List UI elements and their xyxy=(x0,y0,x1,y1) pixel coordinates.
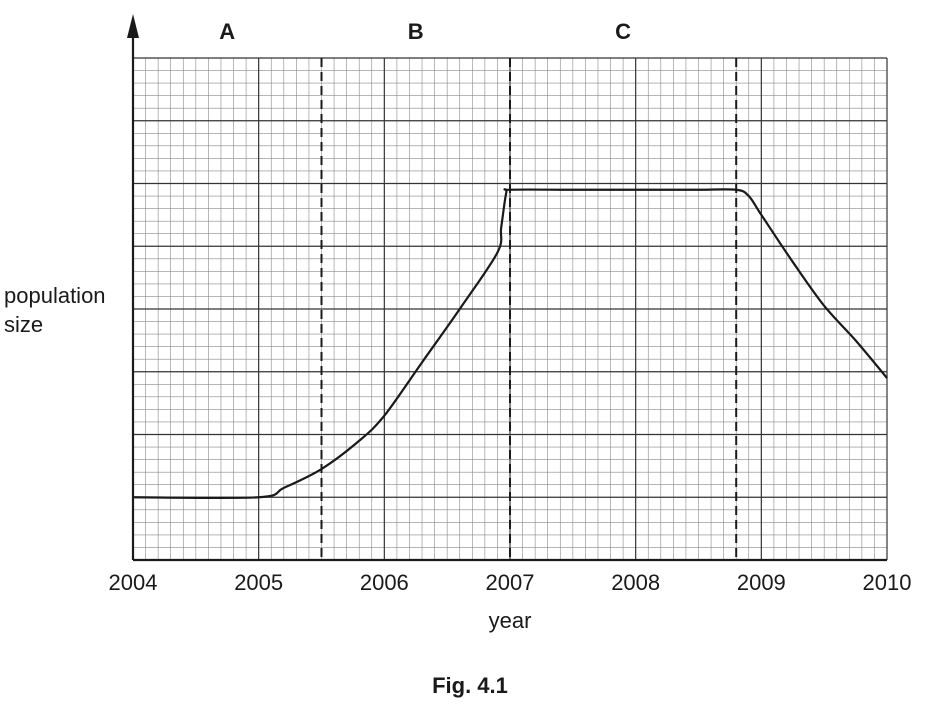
region-label: C xyxy=(615,19,631,44)
x-tick-label: 2009 xyxy=(737,570,786,595)
x-tick-label: 2004 xyxy=(109,570,158,595)
series xyxy=(132,188,888,500)
x-tick-label: 2007 xyxy=(486,570,535,595)
x-tick-labels: 2004 2005 2006 2007 2008 2009 2010 xyxy=(109,570,912,595)
x-tick-label: 2006 xyxy=(360,570,409,595)
region-label: B xyxy=(408,19,424,44)
x-tick-label: 2005 xyxy=(234,570,283,595)
y-axis-label: population size xyxy=(4,283,106,337)
x-tick-label: 2010 xyxy=(863,570,912,595)
region-label: A xyxy=(219,19,235,44)
x-axis-label: year xyxy=(488,608,532,633)
y-axis-arrow xyxy=(127,14,139,38)
x-tick-label: 2008 xyxy=(611,570,660,595)
axes xyxy=(127,14,887,562)
population-curve xyxy=(132,188,888,500)
region-labels: A B C xyxy=(219,19,631,44)
figure-caption: Fig. 4.1 xyxy=(432,673,508,698)
